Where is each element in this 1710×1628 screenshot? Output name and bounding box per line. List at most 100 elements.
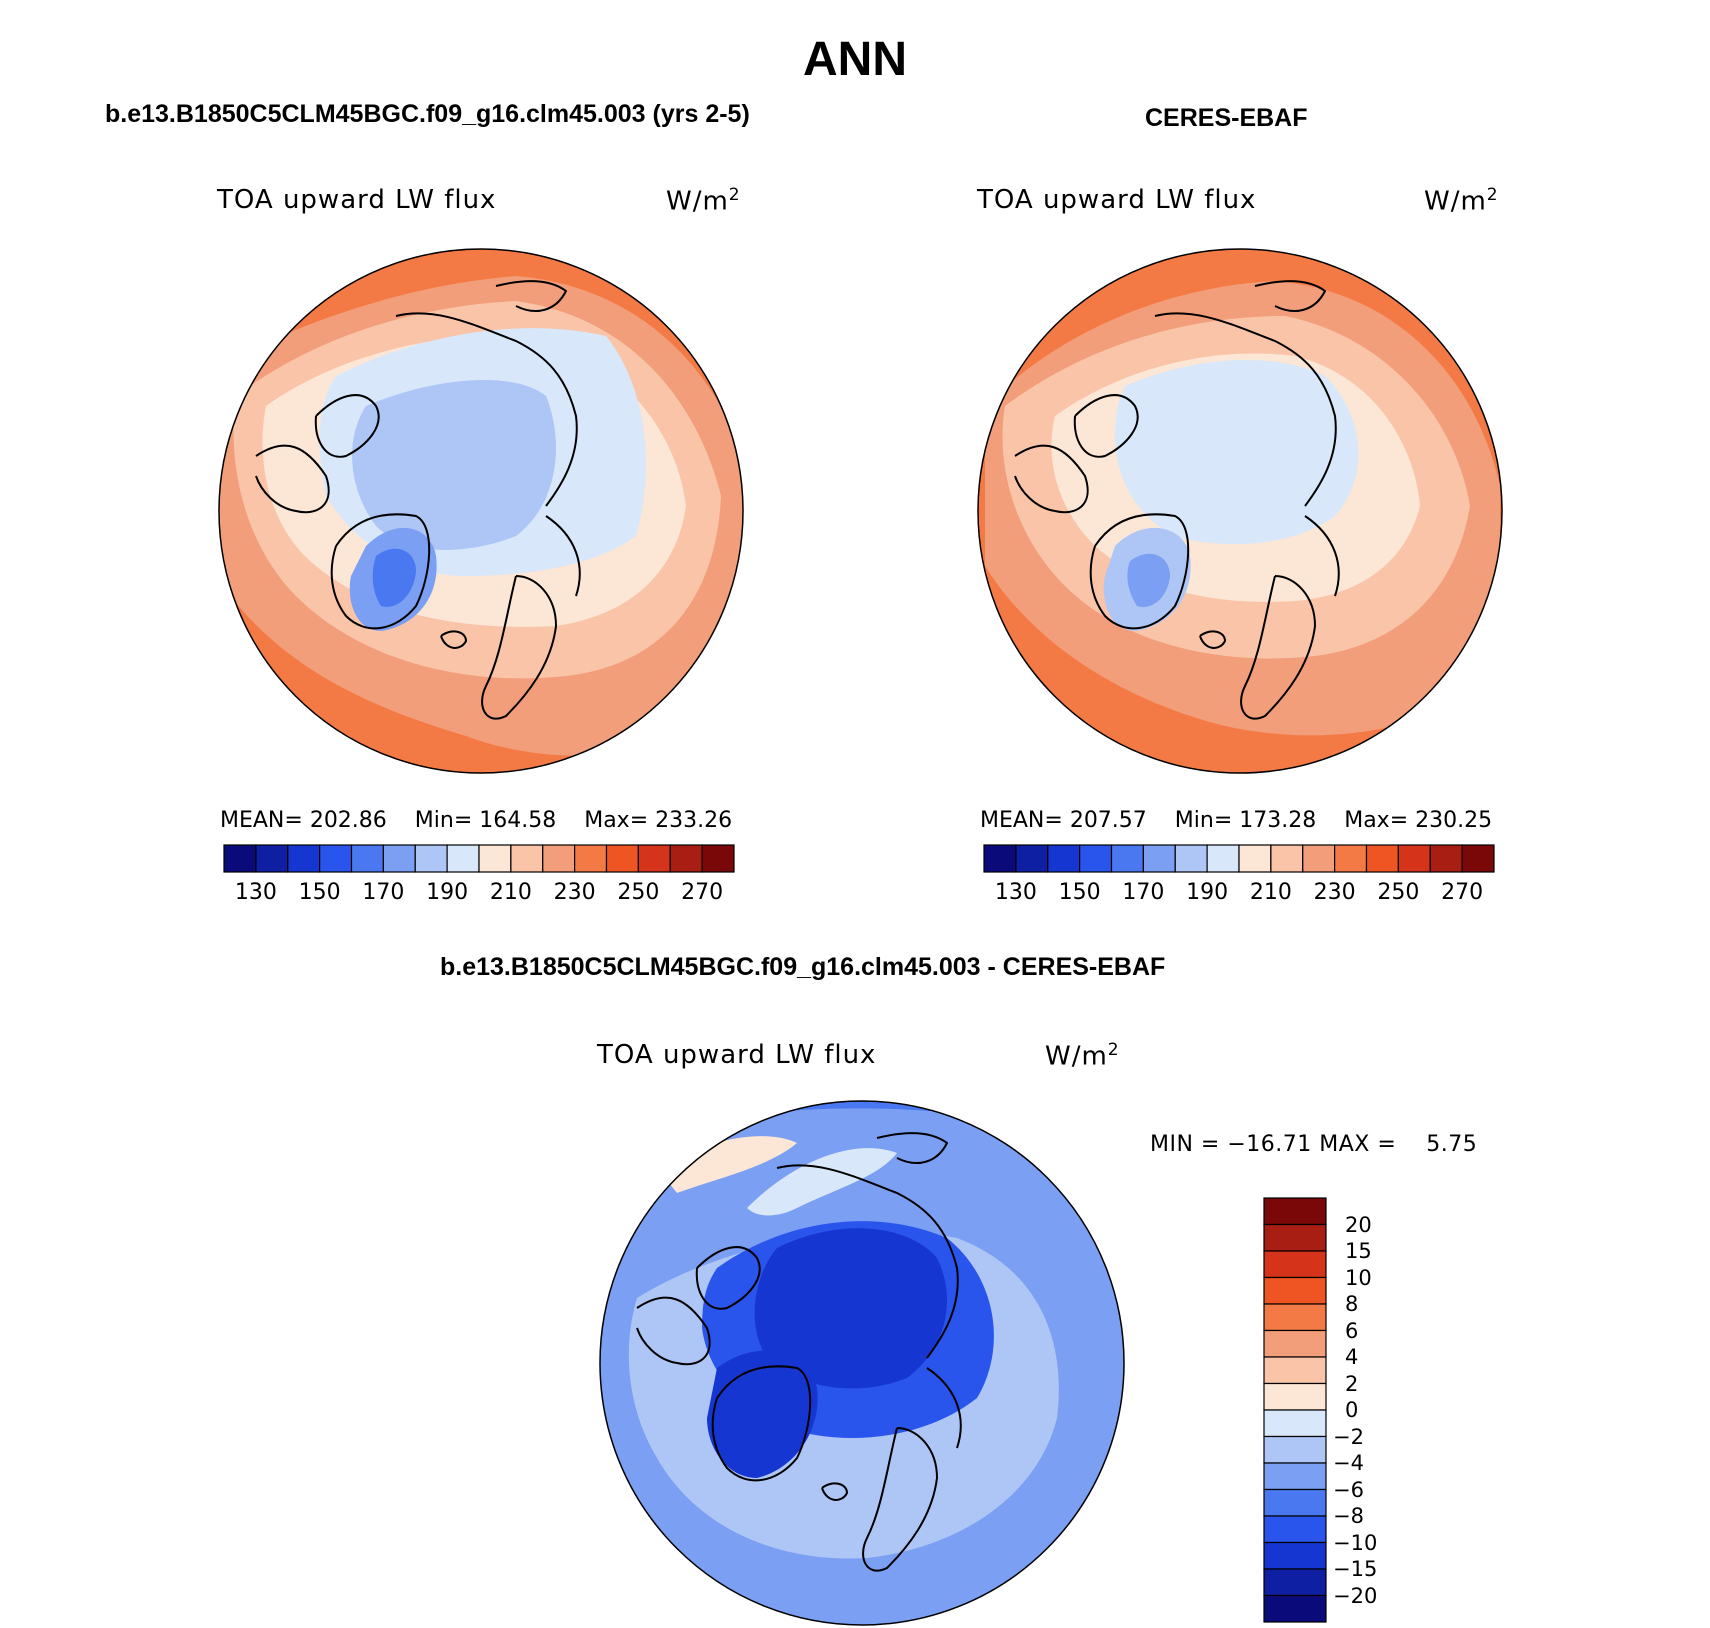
coastline	[821, 1482, 848, 1501]
colorbar-tick-label: −6	[1333, 1477, 1364, 1502]
colorbar-tick-label: 210	[489, 880, 532, 905]
coastline	[395, 312, 578, 507]
colorbar-swatch	[1263, 1197, 1327, 1226]
colorbar-tick-label: 6	[1345, 1318, 1359, 1343]
coastline	[776, 1164, 959, 1359]
obs-polar-map	[977, 248, 1503, 774]
colorbar-swatch	[701, 844, 735, 873]
colorbar-swatch	[1263, 1488, 1327, 1517]
colorbar-swatch	[574, 844, 608, 873]
colorbar-swatch	[1263, 1356, 1327, 1385]
model-min: Min= 164.58	[414, 808, 557, 833]
colorbar-tick-label: 230	[1313, 880, 1356, 905]
coastline	[1199, 630, 1226, 649]
diff-colorbar-ticks: 20 15 10 8 6 4 2 0 −2 −4 −6 −8 −10 −15 −20	[1333, 1198, 1413, 1622]
diff-case-title: b.e13.B1850C5CLM45BGC.f09_g16.clm45.003 …	[440, 953, 1166, 981]
colorbar-tick-label: 2	[1345, 1371, 1359, 1396]
colorbar-tick-label: −20	[1333, 1583, 1378, 1608]
coastline	[440, 630, 467, 649]
colorbar-swatch	[1142, 844, 1176, 873]
coastline	[876, 1132, 948, 1164]
colorbar-swatch	[1263, 1594, 1327, 1623]
colorbar-tick-label: 10	[1345, 1265, 1372, 1290]
colorbar-swatch	[382, 844, 416, 873]
colorbar-tick-label: −10	[1333, 1530, 1378, 1555]
diff-variable-label: TOA upward LW flux	[597, 1040, 877, 1070]
colorbar-tick-label: 210	[1249, 880, 1292, 905]
colorbar-swatch	[637, 844, 671, 873]
colorbar-tick-label: 170	[362, 880, 405, 905]
colorbar-swatch	[542, 844, 576, 873]
colorbar-tick-label: −4	[1333, 1451, 1364, 1475]
colorbar-swatch	[1263, 1435, 1327, 1464]
diff-minmax: MIN = −16.71 MAX = 5.75	[1150, 1132, 1478, 1157]
colorbar-tick-label: 230	[553, 880, 596, 905]
colorbar-swatch	[1397, 844, 1431, 873]
contour-band	[707, 1350, 818, 1478]
model-case-title: b.e13.B1850C5CLM45BGC.f09_g16.clm45.003 …	[105, 100, 750, 128]
colorbar-swatch	[1263, 1462, 1327, 1491]
obs-variable-label: TOA upward LW flux	[977, 185, 1257, 215]
model-stats: MEAN= 202.86 Min= 164.58 Max= 233.26	[220, 808, 732, 833]
colorbar-tick-label: −15	[1333, 1557, 1378, 1581]
colorbar-swatch	[478, 844, 512, 873]
colorbar-tick-label: 20	[1345, 1212, 1372, 1237]
contour-band	[747, 1148, 897, 1216]
map-border	[977, 248, 1503, 774]
colorbar-swatch	[1263, 1541, 1327, 1570]
obs-mean: MEAN= 207.57	[980, 808, 1147, 833]
colorbar-tick-label: 190	[426, 880, 469, 905]
colorbar-swatch	[1238, 844, 1272, 873]
model-variable-label: TOA upward LW flux	[217, 185, 497, 215]
colorbar-tick-label: 130	[234, 880, 277, 905]
colorbar-swatch	[1079, 844, 1113, 873]
contour-band	[657, 1136, 797, 1193]
obs-max: Max= 230.25	[1344, 808, 1493, 833]
coastline	[495, 280, 567, 312]
colorbar-swatch	[1263, 1303, 1327, 1332]
colorbar-swatch	[1174, 844, 1208, 873]
diff-colorbar	[1263, 1197, 1327, 1623]
coastline	[862, 1427, 938, 1572]
colorbar-swatch	[669, 844, 703, 873]
colorbar-tick-label: 250	[1377, 880, 1420, 905]
coastline	[1154, 312, 1337, 507]
coastline	[711, 1365, 812, 1482]
colorbar-swatch	[983, 844, 1017, 873]
colorbar-swatch	[1110, 844, 1144, 873]
colorbar-swatch	[414, 844, 448, 873]
colorbar-swatch	[350, 844, 384, 873]
diff-units-label: W/m2	[1045, 1040, 1120, 1072]
coastline	[1304, 515, 1340, 597]
model-colorbar-ticks: 130 150 170 190 210 230 250 270	[224, 880, 734, 910]
obs-colorbar	[983, 844, 1495, 873]
colorbar-swatch	[446, 844, 480, 873]
colorbar-tick-label: 250	[617, 880, 660, 905]
season-title: ANN	[803, 33, 907, 86]
colorbar-tick-label: 4	[1345, 1345, 1359, 1369]
obs-case-title: CERES-EBAF	[1145, 104, 1308, 132]
obs-units-label: W/m2	[1424, 185, 1499, 217]
colorbar-swatch	[1263, 1223, 1327, 1252]
coastline	[1240, 575, 1316, 720]
colorbar-swatch	[287, 844, 321, 873]
model-max: Max= 233.26	[584, 808, 733, 833]
contour-band	[372, 548, 416, 607]
colorbar-swatch	[605, 844, 639, 873]
colorbar-swatch	[1263, 1276, 1327, 1305]
colorbar-swatch	[255, 844, 289, 873]
diff-polar-map	[599, 1100, 1125, 1626]
contour-band	[1127, 553, 1170, 608]
model-units-label: W/m2	[666, 185, 741, 217]
colorbar-swatch	[1263, 1409, 1327, 1438]
colorbar-swatch	[1263, 1515, 1327, 1544]
coastline	[926, 1367, 962, 1449]
colorbar-swatch	[510, 844, 544, 873]
map-border	[218, 248, 744, 774]
colorbar-tick-label: 130	[994, 880, 1037, 905]
coastline	[1073, 394, 1139, 458]
model-mean: MEAN= 202.86	[220, 808, 387, 833]
colorbar-swatch	[1461, 844, 1495, 873]
contour-band	[352, 379, 556, 550]
colorbar-swatch	[1429, 844, 1463, 873]
